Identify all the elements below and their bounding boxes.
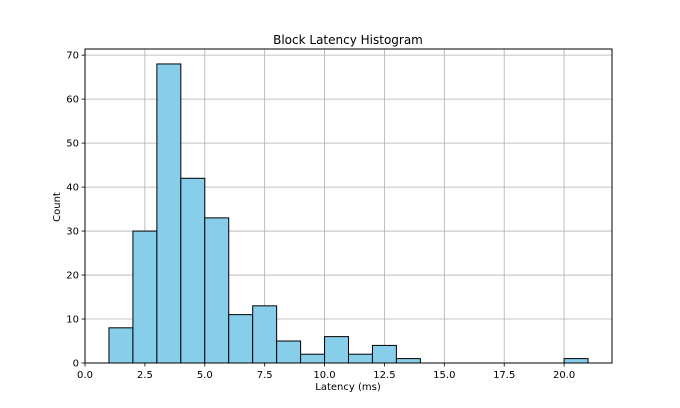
y-axis-ticks: 0 10 20 30 40 50 60 70 [66, 51, 85, 370]
y-axis-label: Count [52, 192, 63, 222]
chart-title: Block Latency Histogram [273, 33, 423, 47]
histogram-bar [348, 353, 373, 364]
x-axis-ticks: 0.0 2.5 5.0 7.5 10.0 12.5 15.0 17.5 20.0 [77, 363, 575, 381]
y-tick-label: 0 [73, 359, 79, 370]
y-tick-label: 10 [66, 315, 79, 326]
x-tick-label: 17.5 [493, 370, 515, 381]
histogram-bar [371, 344, 397, 364]
histogram-bar [180, 177, 206, 364]
histogram-bar [204, 217, 230, 364]
histogram-bar [228, 314, 254, 364]
x-tick-label: 5.0 [197, 370, 213, 381]
y-tick-label: 20 [66, 271, 79, 282]
histogram-bar [156, 63, 182, 364]
x-axis-label: Latency (ms) [315, 382, 381, 393]
y-tick-label: 30 [66, 227, 79, 238]
x-tick-label: 10.0 [313, 370, 335, 381]
bars-layer [108, 63, 589, 364]
x-tick-label: 0.0 [77, 370, 93, 381]
histogram-bar [132, 230, 158, 364]
plot-frame [84, 48, 613, 364]
x-tick-label: 15.0 [433, 370, 455, 381]
histogram-bar [395, 358, 421, 364]
x-tick-label: 2.5 [137, 370, 153, 381]
histogram-bar [252, 305, 278, 364]
x-tick-label: 12.5 [373, 370, 395, 381]
histogram-bar [563, 358, 589, 364]
y-tick-label: 70 [66, 51, 79, 62]
y-tick-label: 50 [66, 139, 79, 150]
x-tick-label: 7.5 [257, 370, 273, 381]
histogram-bar [108, 327, 134, 364]
histogram-bar [276, 340, 302, 364]
y-tick-label: 60 [66, 95, 79, 106]
x-tick-label: 20.0 [553, 370, 575, 381]
y-tick-label: 40 [66, 183, 79, 194]
histogram-bar [324, 336, 349, 364]
histogram-bar [300, 353, 326, 364]
